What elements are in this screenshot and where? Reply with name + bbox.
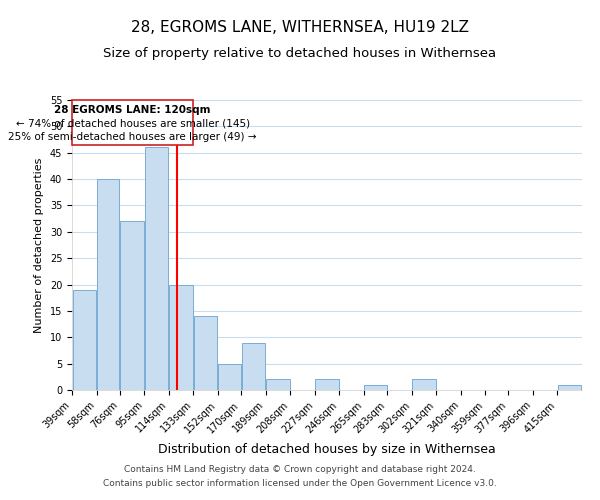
Text: 25% of semi-detached houses are larger (49) →: 25% of semi-detached houses are larger (… (8, 132, 257, 142)
Bar (169, 284, 193, 390)
Bar (558, 384, 581, 390)
Text: Size of property relative to detached houses in Withernsea: Size of property relative to detached ho… (103, 48, 497, 60)
Bar (73, 290, 96, 390)
Bar (242, 342, 265, 390)
Bar (97, 179, 119, 390)
Bar (315, 380, 339, 390)
Bar (194, 316, 217, 390)
Text: Contains HM Land Registry data © Crown copyright and database right 2024.
Contai: Contains HM Land Registry data © Crown c… (103, 466, 497, 487)
Y-axis label: Number of detached properties: Number of detached properties (34, 158, 44, 332)
Bar (266, 380, 290, 390)
Bar (412, 380, 436, 390)
Text: ← 74% of detached houses are smaller (145): ← 74% of detached houses are smaller (14… (16, 118, 250, 128)
X-axis label: Distribution of detached houses by size in Withernsea: Distribution of detached houses by size … (158, 443, 496, 456)
Bar (120, 222, 144, 390)
Bar (72, 100, 193, 145)
Text: 28, EGROMS LANE, WITHERNSEA, HU19 2LZ: 28, EGROMS LANE, WITHERNSEA, HU19 2LZ (131, 20, 469, 35)
Bar (218, 364, 241, 390)
Bar (364, 384, 386, 390)
Text: 28 EGROMS LANE: 120sqm: 28 EGROMS LANE: 120sqm (55, 105, 211, 115)
Bar (145, 148, 169, 390)
